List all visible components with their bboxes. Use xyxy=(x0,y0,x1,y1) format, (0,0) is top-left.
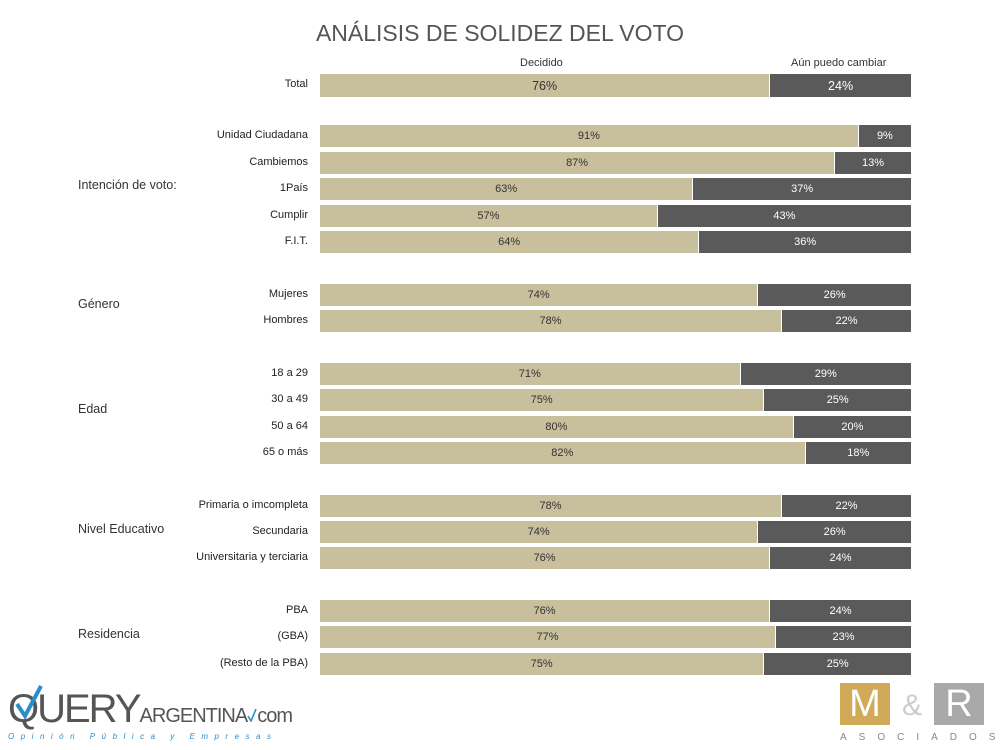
bar-decidido: 82% xyxy=(320,442,805,464)
category-label: Hombres xyxy=(263,314,308,326)
bar-aun-puedo-cambiar: 36% xyxy=(698,231,911,253)
bar-decidido: 71% xyxy=(320,363,740,385)
bar-decidido: 80% xyxy=(320,416,793,438)
bar-aun-puedo-cambiar: 9% xyxy=(857,125,911,147)
category-label: 65 o más xyxy=(262,446,308,458)
bar-decidido: 78% xyxy=(320,310,781,332)
bar-decidido: 75% xyxy=(320,653,764,675)
category-label: (GBA) xyxy=(277,630,308,642)
logo-query-tagline: Opinión Pública y Empresas xyxy=(8,732,278,741)
category-label: Cambiemos xyxy=(249,156,308,168)
bar-aun-puedo-cambiar: 26% xyxy=(757,521,911,543)
bar-decidido: 64% xyxy=(320,231,699,253)
category-label: F.I.T. xyxy=(284,235,308,247)
bar-decidido: 76% xyxy=(320,600,770,622)
chart-title: ANÁLISIS DE SOLIDEZ DEL VOTO xyxy=(315,20,685,46)
logo-query-word: QUERYARGENTINA com xyxy=(8,687,293,731)
category-label: 30 a 49 xyxy=(271,393,308,405)
category-label: Universitaria y terciaria xyxy=(196,551,308,563)
bar-aun-puedo-cambiar: 24% xyxy=(769,547,911,569)
bar-aun-puedo-cambiar: 26% xyxy=(757,284,911,306)
category-label: Secundaria xyxy=(252,525,308,537)
legend-decidido: Decidido xyxy=(520,57,563,69)
category-label: 18 a 29 xyxy=(271,367,308,379)
bar-aun-puedo-cambiar: 24% xyxy=(769,74,911,97)
check-icon xyxy=(15,685,43,720)
bar-decidido: 76% xyxy=(320,74,770,97)
category-label: Unidad Ciudadana xyxy=(216,129,308,141)
category-label: Primaria o imcompleta xyxy=(198,499,308,511)
bar-aun-puedo-cambiar: 29% xyxy=(739,363,911,385)
bar-aun-puedo-cambiar: 43% xyxy=(656,205,911,227)
category-label: Total xyxy=(284,78,308,90)
small-check-icon xyxy=(247,708,257,723)
bar-decidido: 57% xyxy=(320,205,657,227)
category-label: Cumplir xyxy=(270,209,308,221)
category-label: PBA xyxy=(285,604,308,616)
bar-aun-puedo-cambiar: 23% xyxy=(775,626,911,648)
bar-aun-puedo-cambiar: 20% xyxy=(792,416,911,438)
bar-aun-puedo-cambiar: 37% xyxy=(692,178,911,200)
bar-decidido: 74% xyxy=(320,521,758,543)
bar-aun-puedo-cambiar: 24% xyxy=(769,600,911,622)
bar-decidido: 78% xyxy=(320,495,781,517)
category-label: (Resto de la PBA) xyxy=(219,657,308,669)
group-label: Intención de voto: xyxy=(78,178,177,192)
group-label: Edad xyxy=(78,402,108,416)
bar-decidido: 77% xyxy=(320,626,776,648)
logo-mr-sub: ASOCIADOS xyxy=(840,732,1000,743)
bar-aun-puedo-cambiar: 18% xyxy=(804,442,911,464)
group-label: Nivel Educativo xyxy=(78,522,165,536)
query-argentina-logo: QUERYARGENTINA com Opinión Pública y Empr… xyxy=(8,685,293,748)
legend-aun-puedo-cambiar: Aún puedo cambiar xyxy=(791,57,887,69)
group-label: Género xyxy=(78,297,120,311)
bar-decidido: 63% xyxy=(320,178,693,200)
category-label: Mujeres xyxy=(268,288,308,300)
bar-decidido: 75% xyxy=(320,389,764,411)
bar-aun-puedo-cambiar: 22% xyxy=(780,495,911,517)
bar-decidido: 76% xyxy=(320,547,770,569)
category-label: 50 a 64 xyxy=(271,420,308,432)
bar-aun-puedo-cambiar: 25% xyxy=(763,389,911,411)
bar-aun-puedo-cambiar: 22% xyxy=(780,310,911,332)
bar-decidido: 91% xyxy=(320,125,858,147)
mr-asociados-logo: M & R ASOCIADOS xyxy=(840,683,1000,743)
group-label: Residencia xyxy=(78,627,140,641)
bar-decidido: 87% xyxy=(320,152,835,174)
bar-aun-puedo-cambiar: 13% xyxy=(834,152,911,174)
bar-aun-puedo-cambiar: 25% xyxy=(763,653,911,675)
bar-decidido: 74% xyxy=(320,284,758,306)
category-label: 1País xyxy=(279,182,308,194)
